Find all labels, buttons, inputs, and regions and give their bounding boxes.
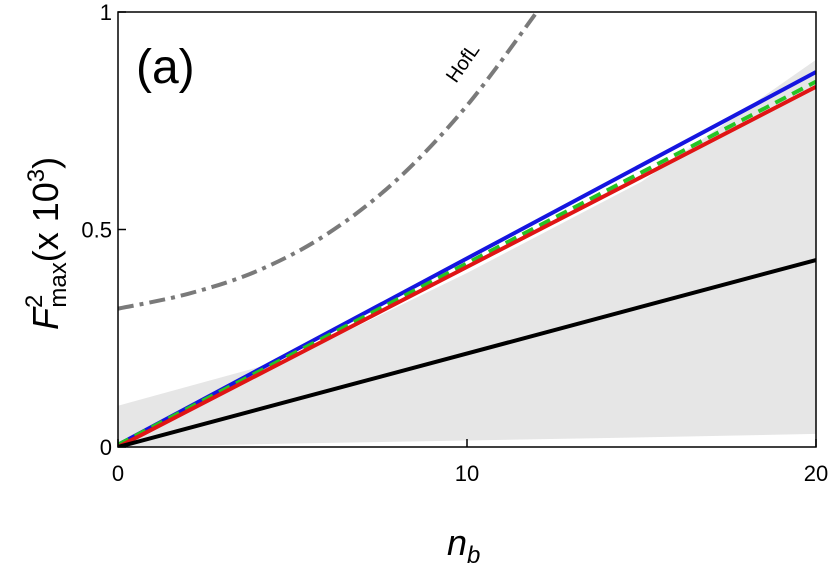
series-layer <box>118 12 816 447</box>
plot-area <box>118 12 816 447</box>
series-line-4 <box>118 258 816 447</box>
x-axis-title-sub: b <box>467 542 480 564</box>
y-axis-title-units-exp: 3 <box>23 169 50 182</box>
y-axis-title-main: F <box>25 306 66 330</box>
x-tick-label: 10 <box>455 461 479 486</box>
y-axis-title-sup: 2 <box>21 295 48 308</box>
svg-text:F2max(x 103): F2max(x 103) <box>21 157 72 330</box>
series-line-0 <box>118 12 539 311</box>
x-tick-label: 0 <box>112 461 124 486</box>
series-line-3 <box>118 85 816 447</box>
y-axis-title-sub: max <box>45 262 72 307</box>
x-tick-label: 20 <box>804 461 828 486</box>
confidence-band <box>118 59 816 447</box>
y-axis-title-units-close: ) <box>25 157 66 169</box>
y-tick-label: 0 <box>100 435 112 460</box>
series-line-2 <box>118 79 816 447</box>
x-axis-title-main: n <box>447 522 467 563</box>
ticks-layer: 0 10 20 0 0.5 1 <box>81 0 828 486</box>
panel-label: (a) <box>136 41 195 94</box>
y-axis-title-units: (x 10 <box>25 182 66 262</box>
curve-label-hofl: HofL <box>442 40 484 87</box>
series-line-1 <box>118 70 816 447</box>
y-tick-label: 0.5 <box>81 218 112 243</box>
y-tick-label: 1 <box>100 0 112 25</box>
x-axis-title: nb <box>447 522 480 564</box>
y-axis-title: F2max(x 103) <box>21 157 72 330</box>
